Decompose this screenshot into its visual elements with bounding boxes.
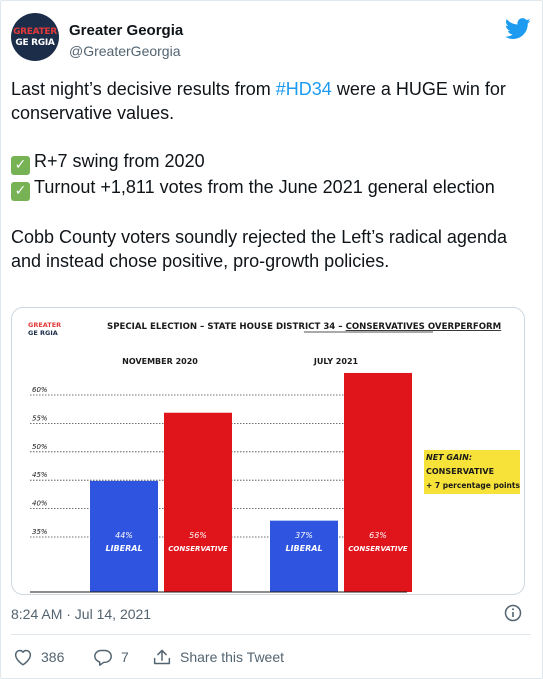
bar-liberal-0 xyxy=(90,480,158,592)
chart-title: SPECIAL ELECTION – STATE HOUSE DISTRICT … xyxy=(107,322,501,332)
like-button[interactable]: 386 xyxy=(13,646,64,668)
reply-bubble-icon xyxy=(94,649,112,666)
bar-liberal-1 xyxy=(270,520,338,592)
bar-value-label: 37% xyxy=(295,531,313,540)
chart-title-prefix: SPECIAL ELECTION – STATE HOUSE DISTRICT … xyxy=(107,322,346,332)
check-mark-icon: ✓ xyxy=(11,182,30,201)
tweet-text: Last night’s decisive results from #HD34… xyxy=(11,77,531,273)
y-tick-label: 50% xyxy=(32,443,48,451)
y-tick-label: 55% xyxy=(32,414,48,422)
display-name[interactable]: Greater Georgia xyxy=(69,22,184,39)
bar-category-label: CONSERVATIVE xyxy=(168,545,228,553)
chart-y-ticks: 35% 40% 45% 50% 55% 60% xyxy=(32,386,48,536)
net-gain-title: NET GAIN: xyxy=(426,453,472,462)
bar-value-label: 63% xyxy=(369,531,387,540)
chart-logo-bottom: GE RGIA xyxy=(28,329,58,337)
bar-value-label: 56% xyxy=(189,531,207,540)
divider xyxy=(11,634,531,635)
info-icon[interactable] xyxy=(504,604,522,622)
intro-text-end: were a HUGE win for conservative values. xyxy=(11,79,506,123)
bar-value-label: 44% xyxy=(115,531,133,540)
reply-button[interactable]: 7 xyxy=(93,646,129,668)
intro-text-start: Last night’s decisive results from xyxy=(11,79,276,99)
tweet-line-check-1: ✓ R+7 swing from 2020 xyxy=(11,149,531,175)
net-gain-highlight xyxy=(424,450,520,494)
like-count: 386 xyxy=(41,649,65,665)
chart-bars: 44% LIBERAL 56% CONSERVATIVE 37% LIBERAL 63% CO… xyxy=(90,372,412,592)
y-tick-label: 35% xyxy=(32,528,48,536)
avatar[interactable]: GREATER GE RGIA xyxy=(11,13,59,61)
chart-logo-top: GREATER xyxy=(28,321,61,329)
y-tick-label: 60% xyxy=(32,386,48,394)
bar-conservative-0 xyxy=(164,412,232,592)
tweet-header: GREATER GE RGIA Greater Georgia @Greater… xyxy=(11,13,531,63)
net-gain-party: CONSERVATIVE xyxy=(426,467,494,476)
share-upload-icon xyxy=(153,649,171,665)
tweet-image[interactable]: GREATER GE RGIA SPECIAL ELECTION – STATE… xyxy=(11,307,525,595)
tweet-timestamp[interactable]: 8:24 AM · Jul 14, 2021 xyxy=(11,606,152,622)
tweet-actions: 386 7 Share this Tweet xyxy=(11,646,531,668)
tweet-line-intro: Last night’s decisive results from #HD34… xyxy=(11,77,531,125)
user-handle[interactable]: @GreaterGeorgia xyxy=(69,43,181,59)
tweet-line-closing: Cobb County voters soundly rejected the … xyxy=(11,227,507,271)
bar-category-label: CONSERVATIVE xyxy=(348,545,408,553)
bar-category-label: LIBERAL xyxy=(105,544,142,553)
chart-title-emphasis: CONSERVATIVES OVERPERFORM xyxy=(346,322,502,332)
share-label: Share this Tweet xyxy=(180,649,285,665)
bar-category-label: LIBERAL xyxy=(285,544,322,553)
check-2-text: Turnout +1,811 votes from the June 2021 … xyxy=(34,177,495,197)
heart-icon xyxy=(14,649,32,666)
tweet-line-check-2: ✓ Turnout +1,811 votes from the June 2021… xyxy=(11,175,531,201)
bar-conservative-1 xyxy=(344,372,412,592)
avatar-text-bottom: GE RGIA xyxy=(15,38,55,48)
twitter-bird-icon[interactable] xyxy=(505,18,531,40)
hashtag-link[interactable]: #HD34 xyxy=(275,79,332,99)
share-button[interactable]: Share this Tweet xyxy=(152,646,284,668)
avatar-text-top: GREATER xyxy=(13,27,57,37)
y-tick-label: 40% xyxy=(32,500,48,508)
group-label-july-2021: JULY 2021 xyxy=(313,357,359,366)
check-mark-icon: ✓ xyxy=(11,156,30,175)
net-gain-points: + 7 percentage points xyxy=(426,481,520,490)
check-1-text: R+7 swing from 2020 xyxy=(34,151,205,171)
group-label-november-2020: NOVEMBER 2020 xyxy=(122,357,198,366)
y-tick-label: 45% xyxy=(32,471,48,479)
reply-count: 7 xyxy=(121,649,129,665)
election-chart: GREATER GE RGIA SPECIAL ELECTION – STATE… xyxy=(28,321,520,593)
